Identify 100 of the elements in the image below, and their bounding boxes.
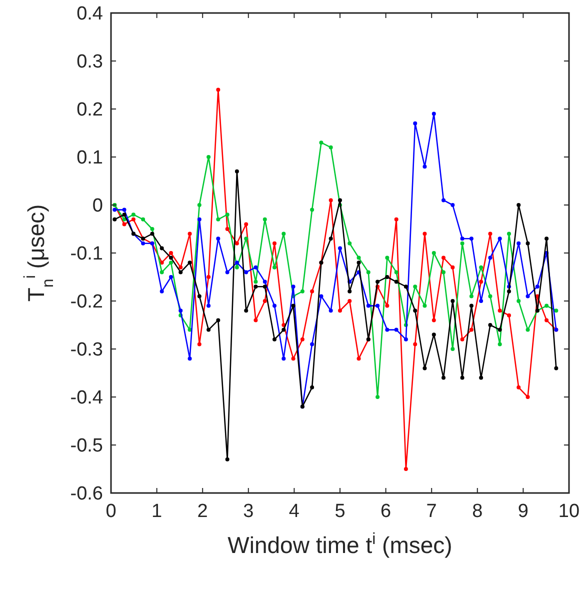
x-tick-label: 10: [558, 501, 580, 522]
point: [160, 246, 164, 250]
point: [488, 323, 492, 327]
point: [413, 284, 418, 289]
point: [413, 342, 418, 346]
x-tick-label: 5: [334, 501, 346, 522]
x-tick-label: 4: [288, 501, 300, 522]
y-tick-label: 0.1: [76, 148, 103, 169]
point: [479, 265, 484, 270]
y-tick-label: -0.4: [70, 388, 104, 409]
point: [112, 208, 117, 212]
point: [141, 241, 146, 246]
point: [385, 256, 390, 260]
point: [234, 260, 239, 265]
point: [310, 289, 314, 294]
point: [328, 198, 333, 202]
point: [394, 328, 398, 332]
point: [169, 260, 173, 265]
point: [460, 376, 464, 380]
point: [328, 236, 333, 241]
point: [282, 328, 286, 332]
point: [178, 265, 183, 270]
y-tick-label: 0: [92, 196, 103, 217]
point: [272, 304, 277, 308]
point: [225, 270, 230, 274]
point: [328, 145, 333, 150]
point: [469, 236, 474, 241]
point: [150, 227, 154, 231]
point: [479, 299, 484, 303]
point: [507, 232, 511, 236]
point: [282, 356, 286, 361]
point: [262, 299, 267, 303]
x-tick-label: 8: [472, 501, 483, 522]
point: [498, 342, 502, 346]
point: [216, 88, 220, 92]
point: [385, 275, 390, 279]
y-tick-label: 0.2: [76, 100, 103, 121]
y-tick-label: -0.1: [70, 244, 103, 265]
point: [188, 232, 192, 236]
point: [535, 284, 540, 289]
point: [460, 236, 464, 241]
point: [178, 270, 183, 274]
point: [526, 241, 530, 246]
y-tick-label: -0.2: [70, 292, 103, 313]
point: [328, 308, 333, 313]
point: [460, 337, 464, 342]
point: [366, 304, 370, 308]
point: [460, 241, 464, 246]
point: [225, 212, 230, 217]
point: [206, 304, 211, 308]
point: [216, 217, 220, 222]
point: [488, 294, 492, 298]
point: [310, 208, 314, 212]
point: [254, 318, 258, 322]
point: [254, 284, 258, 289]
point: [442, 270, 446, 274]
point: [516, 385, 521, 390]
point: [356, 356, 361, 361]
point: [122, 217, 126, 222]
point: [526, 395, 530, 399]
point: [432, 318, 436, 322]
point: [404, 284, 408, 289]
point: [450, 347, 455, 351]
point: [450, 299, 455, 303]
point: [272, 337, 277, 342]
point: [442, 198, 446, 202]
point: [544, 304, 549, 308]
point: [254, 265, 258, 270]
x-tick-label: 3: [243, 501, 254, 522]
point: [469, 328, 474, 332]
point: [394, 217, 398, 222]
point: [422, 232, 427, 236]
point: [244, 270, 248, 274]
point: [131, 212, 136, 217]
x-tick-label: 1: [152, 501, 162, 522]
y-tick-label: 0.3: [76, 52, 103, 73]
point: [338, 246, 342, 250]
point: [244, 222, 248, 226]
point: [262, 284, 267, 289]
point: [526, 294, 530, 298]
x-tick-label: 7: [426, 501, 437, 522]
point: [169, 251, 173, 255]
point: [544, 236, 549, 241]
point: [206, 155, 211, 159]
point: [376, 395, 380, 399]
point: [197, 217, 202, 222]
point: [319, 294, 324, 298]
point: [498, 236, 502, 241]
point: [234, 169, 239, 174]
point: [516, 203, 521, 207]
point: [244, 236, 248, 241]
point: [122, 212, 126, 217]
point: [234, 241, 239, 246]
point: [479, 376, 484, 380]
point: [282, 232, 286, 236]
point: [376, 280, 380, 284]
point: [469, 304, 474, 308]
point: [169, 256, 173, 260]
x-tick-label: 2: [197, 501, 208, 522]
point: [254, 280, 258, 284]
